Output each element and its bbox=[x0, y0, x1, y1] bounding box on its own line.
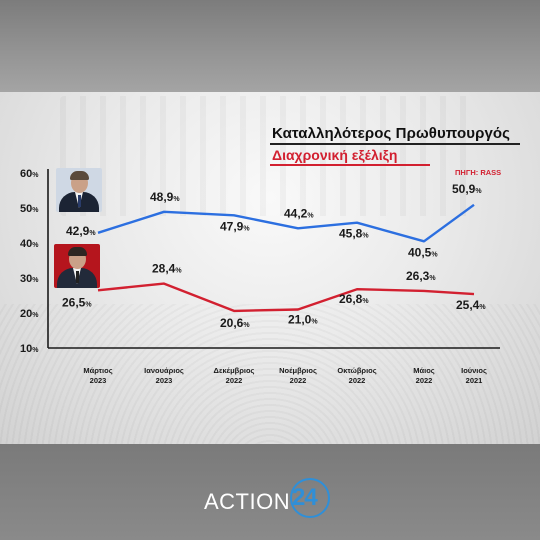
data-labels: 42,9% 48,9% 47,9% 44,2% 45,8% 40,5% 50,9% 26,5%… bbox=[62, 182, 486, 330]
data-label: 26,3% bbox=[406, 269, 436, 283]
data-label: 48,9% bbox=[150, 190, 180, 204]
x-tick-label: Μάρτιος 2023 bbox=[83, 366, 112, 385]
data-label: 21,0% bbox=[288, 313, 318, 327]
data-label: 42,9% bbox=[66, 224, 96, 238]
action24-logo: ACTION 24 bbox=[204, 478, 344, 522]
data-label: 28,4% bbox=[152, 262, 182, 276]
chart-subtitle: Διαχρονική εξέλιξη bbox=[272, 147, 398, 163]
data-label: 44,2% bbox=[284, 206, 314, 220]
chart-panel bbox=[0, 92, 540, 444]
data-label: 25,4% bbox=[456, 298, 486, 312]
x-tick-label: Ιούνιος 2021 bbox=[461, 366, 487, 385]
y-tick-label: 30% bbox=[20, 273, 39, 285]
y-tick-label: 20% bbox=[20, 308, 39, 320]
x-tick-label: Δεκέμβριος 2022 bbox=[214, 366, 255, 385]
subtitle-underline bbox=[270, 164, 430, 166]
series-lines bbox=[97, 203, 475, 313]
x-tick-label: Μάιος 2022 bbox=[413, 366, 435, 385]
x-tick-label: Νοέμβριος 2022 bbox=[279, 366, 317, 385]
logo-text: ACTION bbox=[204, 489, 291, 514]
y-tick-label: 40% bbox=[20, 238, 39, 250]
leader-avatar-red bbox=[54, 244, 100, 288]
y-tick-label: 50% bbox=[20, 203, 39, 215]
data-label: 50,9% bbox=[452, 182, 482, 196]
leader-avatar-blue bbox=[56, 168, 102, 212]
data-label: 47,9% bbox=[220, 219, 250, 233]
chart-axes bbox=[47, 169, 500, 349]
data-label: 20,6% bbox=[220, 316, 250, 330]
logo-number: 24 bbox=[292, 484, 318, 511]
y-tick-label: 60% bbox=[20, 168, 39, 180]
source-label: ΠΗΓΗ: RASS bbox=[455, 168, 502, 177]
data-label: 26,8% bbox=[339, 292, 369, 306]
bottom-background-band bbox=[0, 444, 540, 540]
data-label: 45,8% bbox=[339, 227, 369, 241]
x-tick-label: Οκτώβριος 2022 bbox=[337, 366, 376, 385]
data-label: 26,5% bbox=[62, 295, 92, 309]
top-background-band bbox=[0, 0, 540, 92]
y-axis-ticks: 10% 20% 30% 40% 50% 60% bbox=[20, 168, 39, 355]
series-line-red bbox=[97, 282, 475, 313]
logo-ring bbox=[290, 478, 330, 518]
x-tick-label: Ιανουάριος 2023 bbox=[144, 366, 184, 385]
title-underline bbox=[270, 143, 520, 145]
x-axis-ticks: Μάρτιος 2023 Ιανουάριος 2023 Δεκέμβριος 2022 Ν… bbox=[83, 366, 487, 385]
y-tick-label: 10% bbox=[20, 343, 39, 355]
data-label: 40,5% bbox=[408, 245, 438, 259]
chart-title: Καταλληλότερος Πρωθυπουργός bbox=[272, 125, 511, 142]
